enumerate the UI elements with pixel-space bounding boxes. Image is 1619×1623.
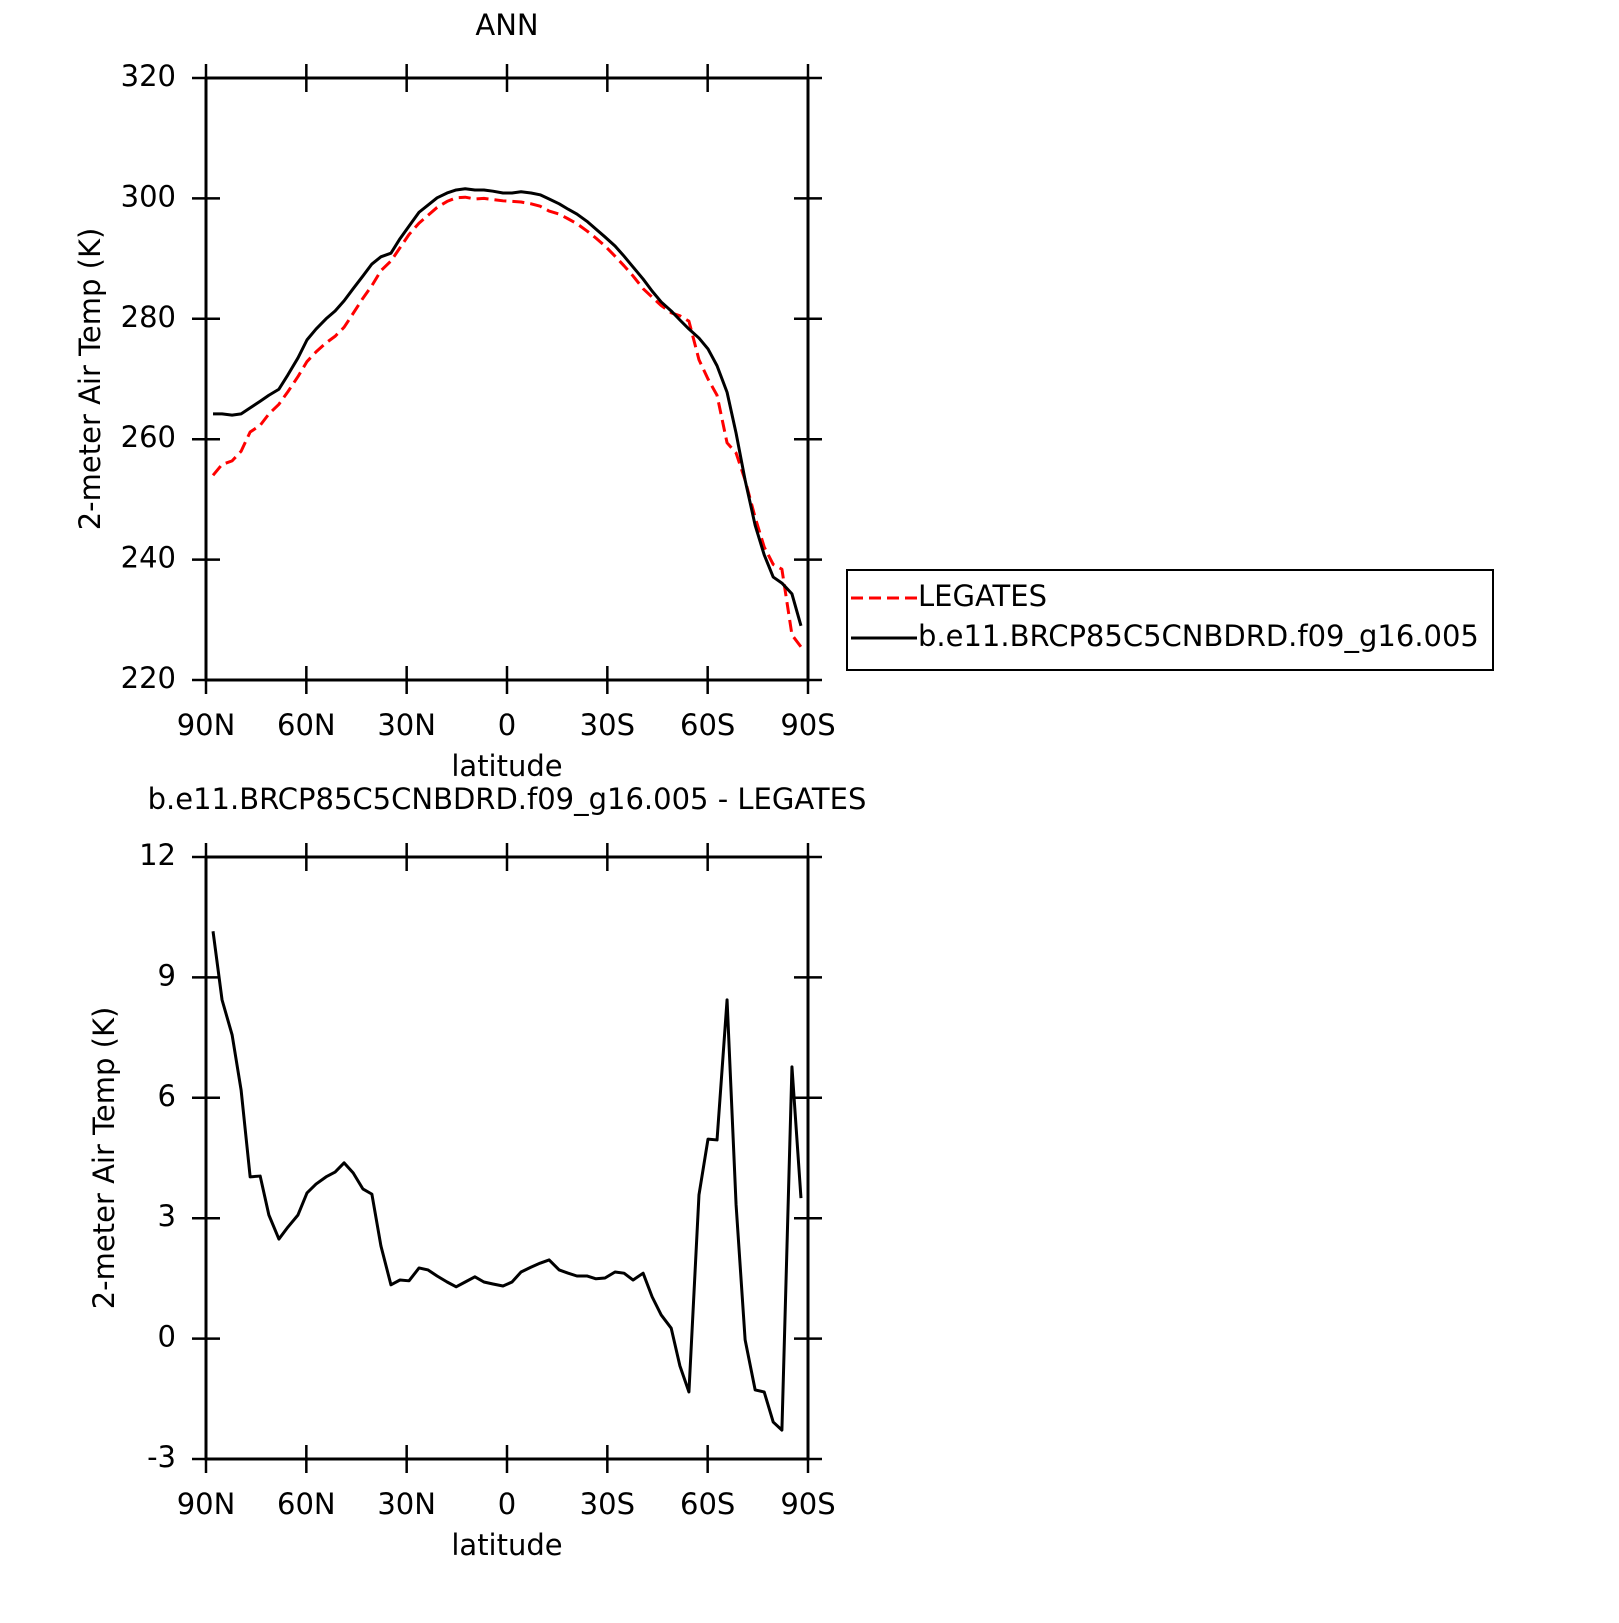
x-tick-label: 0 (498, 1487, 516, 1521)
y-tick-label: -3 (147, 1440, 176, 1474)
plot-frame (204, 855, 810, 1461)
y-tick-label: 3 (158, 1199, 176, 1233)
y-tick-label: 9 (158, 958, 176, 992)
y-axis-label: 2-meter Air Temp (K) (87, 1007, 121, 1310)
data-line (211, 931, 803, 1432)
x-tick-label: 30N (377, 1487, 436, 1521)
y-tick-label: 320 (121, 59, 176, 93)
x-tick-label: 30N (377, 708, 436, 742)
chart-title: b.e11.BRCP85C5CNBDRD.f09_g16.005 - LEGAT… (148, 782, 867, 816)
panel: ANN latitude 2-meter Air Temp (K) 220 240 260… (73, 8, 1494, 783)
x-tick-label: 90N (177, 708, 236, 742)
x-axis-label: latitude (451, 1528, 562, 1562)
y-tick-label: 12 (139, 838, 176, 872)
y-tick-label: 300 (121, 179, 176, 213)
data-line (213, 187, 803, 627)
legend-box (846, 569, 1494, 671)
legend-label: LEGATES (918, 579, 1047, 613)
chart-title: ANN (475, 8, 538, 42)
y-tick-label: 280 (121, 300, 176, 334)
x-tick-label: 60S (680, 708, 735, 742)
x-axis-label: latitude (451, 749, 562, 783)
x-tick-label: 90S (780, 708, 835, 742)
legend-label: b.e11.BRCP85C5CNBDRD.f09_g16.005 (918, 619, 1479, 653)
x-tick-label: 60N (277, 708, 336, 742)
x-tick-label: 30S (580, 708, 635, 742)
y-axis-label: 2-meter Air Temp (K) (73, 228, 107, 531)
x-tick-label: 0 (498, 708, 516, 742)
data-line (211, 195, 803, 648)
y-tick-label: 260 (121, 420, 176, 454)
x-tick-label: 90N (177, 1487, 236, 1521)
y-tick-label: 240 (121, 541, 176, 575)
x-tick-label: 30S (580, 1487, 635, 1521)
y-tick-label: 220 (121, 661, 176, 695)
y-tick-label: 6 (158, 1079, 176, 1113)
panel: b.e11.BRCP85C5CNBDRD.f09_g16.005 - LEGAT… (87, 782, 866, 1562)
x-tick-label: 60S (680, 1487, 735, 1521)
x-tick-label: 90S (780, 1487, 835, 1521)
x-tick-label: 60N (277, 1487, 336, 1521)
y-tick-label: 0 (158, 1320, 176, 1354)
